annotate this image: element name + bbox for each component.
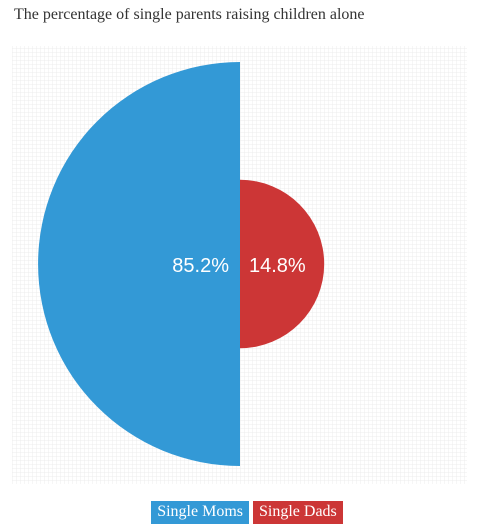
chart-title: The percentage of single parents raising…	[14, 6, 365, 23]
pie-slice-single-dads[interactable]	[240, 179, 325, 349]
slice-value-label: 14.8%	[249, 255, 306, 277]
legend-item-single-moms[interactable]: Single Moms	[151, 501, 249, 524]
legend-item-single-dads[interactable]: Single Dads	[253, 501, 343, 524]
pie-slice-single-moms[interactable]	[38, 62, 241, 466]
legend: Single Moms Single Dads	[0, 501, 494, 524]
slice-value-label: 85.2%	[172, 255, 229, 277]
